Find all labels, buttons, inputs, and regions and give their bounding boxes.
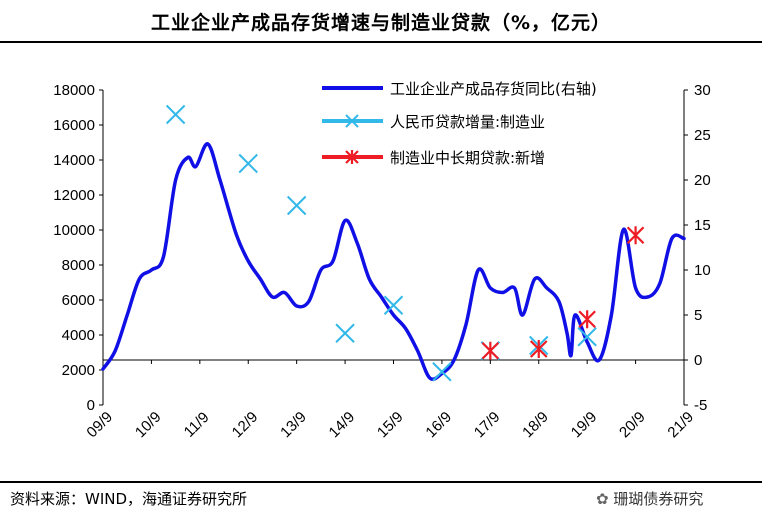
left-tick-label: 0 xyxy=(87,397,95,414)
legend-label: 工业企业产成品存货同比(右轴) xyxy=(390,80,597,98)
rmb-loan-marker xyxy=(165,104,186,125)
x-tick-label: 10/9 xyxy=(132,408,165,441)
right-tick-label: 20 xyxy=(694,172,711,189)
left-tick-label: 6000 xyxy=(62,292,95,309)
left-tick-label: 14000 xyxy=(53,152,95,169)
chart-axes: 0 2000 4000 6000 8000 10000 12000 14000 16000 180… xyxy=(53,82,710,441)
right-tick-label: 30 xyxy=(694,82,711,99)
right-tick-label: 0 xyxy=(694,352,702,369)
legend-label: 制造业中长期贷款:新增 xyxy=(390,149,545,167)
source-note: 资料来源：WIND，海通证券研究所 xyxy=(10,490,248,508)
left-tick-label: 16000 xyxy=(53,117,95,134)
x-tick-label: 21/9 xyxy=(664,408,697,441)
source-top-rule xyxy=(0,481,762,483)
rmb-loan-marker xyxy=(286,195,307,216)
x-tick-label: 20/9 xyxy=(616,408,649,441)
left-tick-label: 2000 xyxy=(62,362,95,379)
x-tick-label: 12/9 xyxy=(229,408,262,441)
mlt-loan-marker xyxy=(626,226,645,245)
legend-swatch-star xyxy=(345,150,359,164)
legend-swatch-x xyxy=(345,114,359,128)
mlt-loan-marker xyxy=(481,341,500,360)
left-tick-label: 4000 xyxy=(62,327,95,344)
inventory-yoy-line xyxy=(101,142,686,382)
right-tick-label: 10 xyxy=(694,262,711,279)
x-tick-label: 18/9 xyxy=(519,408,552,441)
rmb-loan-marker xyxy=(238,153,258,174)
title-top-rule xyxy=(0,41,762,43)
right-tick-label: -5 xyxy=(694,397,707,414)
right-tick-label: 15 xyxy=(694,217,711,234)
rmb-loan-marker xyxy=(383,295,404,315)
right-tick-label: 5 xyxy=(694,307,702,324)
left-tick-label: 8000 xyxy=(62,257,95,274)
wechat-icon: ✿ xyxy=(596,490,609,508)
mlt-loan-marker xyxy=(578,310,596,329)
rmb-loan-marker xyxy=(432,362,452,382)
right-tick-label: 25 xyxy=(694,127,711,144)
left-tick-label: 12000 xyxy=(53,187,95,204)
left-tick-label: 10000 xyxy=(53,222,95,239)
x-tick-label: 15/9 xyxy=(374,408,407,441)
x-tick-label: 11/9 xyxy=(181,409,213,441)
watermark-text: 珊瑚债券研究 xyxy=(613,490,704,508)
chart-series xyxy=(101,104,686,382)
mlt-loan-marker xyxy=(529,340,548,358)
rmb-loan-marker xyxy=(335,323,355,343)
x-tick-label: 14/9 xyxy=(326,408,359,441)
x-tick-label: 13/9 xyxy=(277,408,310,441)
left-tick-label: 18000 xyxy=(53,82,95,99)
x-tick-label: 17/9 xyxy=(471,408,504,441)
x-tick-label: 16/9 xyxy=(422,408,455,441)
rmb-loan-marker xyxy=(577,327,597,347)
x-tick-label: 19/9 xyxy=(568,408,601,441)
watermark: ✿ 珊瑚债券研究 xyxy=(596,488,703,509)
legend-label: 人民币贷款增量:制造业 xyxy=(390,113,545,131)
page-title: 工业企业产成品存货增速与制造业贷款（%，亿元） xyxy=(150,12,612,34)
